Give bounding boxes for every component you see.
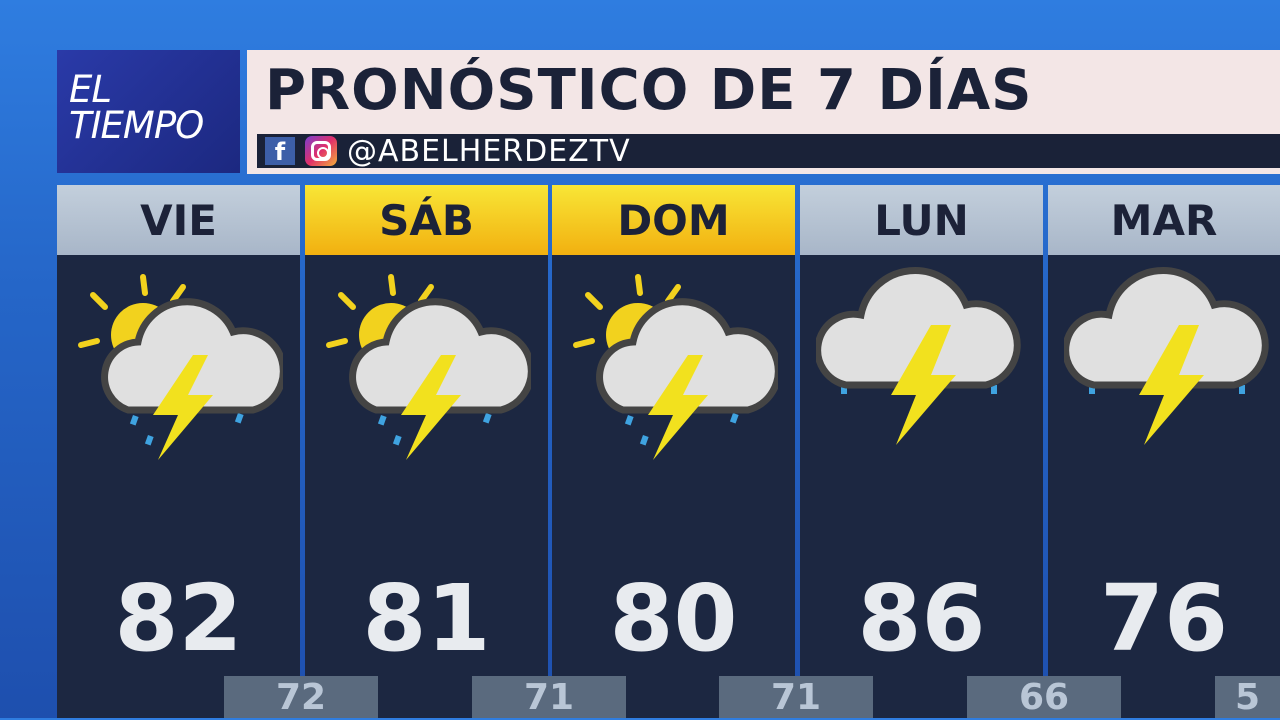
day-label: VIE — [57, 185, 300, 255]
high-temperature: 82 — [114, 565, 243, 672]
logo-line-2: TIEMPO — [69, 104, 204, 147]
partly-sunny-thunderstorm-icon — [573, 274, 778, 460]
facebook-icon: f — [265, 137, 295, 166]
day-column-lun: LUN 86 — [800, 185, 1043, 718]
low-temperature: 66 — [967, 676, 1121, 718]
high-temperature: 86 — [857, 565, 986, 672]
day-label: MAR — [1048, 185, 1280, 255]
el-tiempo-logo: EL TIEMPO — [57, 50, 240, 173]
high-temperature: 76 — [1099, 565, 1229, 672]
partly-sunny-thunderstorm-icon — [78, 274, 283, 460]
low-temperature: 5 — [1215, 676, 1280, 718]
header: PRONÓSTICO DE 7 DÍAS f @ABELHERDEZTV — [247, 50, 1280, 174]
day-label: LUN — [800, 185, 1043, 255]
logo-line-1: EL — [69, 68, 112, 111]
day-label: SÁB — [305, 185, 548, 255]
low-temperature: 71 — [472, 676, 626, 718]
social-handle: @ABELHERDEZTV — [347, 133, 631, 169]
partly-sunny-thunderstorm-icon — [326, 274, 531, 460]
low-temperature: 71 — [719, 676, 873, 718]
page-title: PRONÓSTICO DE 7 DÍAS — [265, 58, 1033, 123]
day-column-sáb: SÁB 81 — [305, 185, 548, 718]
thunderstorm-icon — [1064, 267, 1269, 445]
day-column-vie: VIE 82 — [57, 185, 300, 718]
thunderstorm-icon — [816, 267, 1021, 445]
high-temperature: 81 — [362, 565, 491, 672]
low-temperature: 72 — [224, 676, 378, 718]
social-bar: f @ABELHERDEZTV — [257, 133, 1280, 169]
high-temperature: 80 — [609, 565, 738, 672]
instagram-icon — [305, 136, 337, 166]
day-column-mar: MAR 76 — [1048, 185, 1280, 718]
day-column-dom: DOM 80 — [552, 185, 795, 718]
day-label: DOM — [552, 185, 795, 255]
